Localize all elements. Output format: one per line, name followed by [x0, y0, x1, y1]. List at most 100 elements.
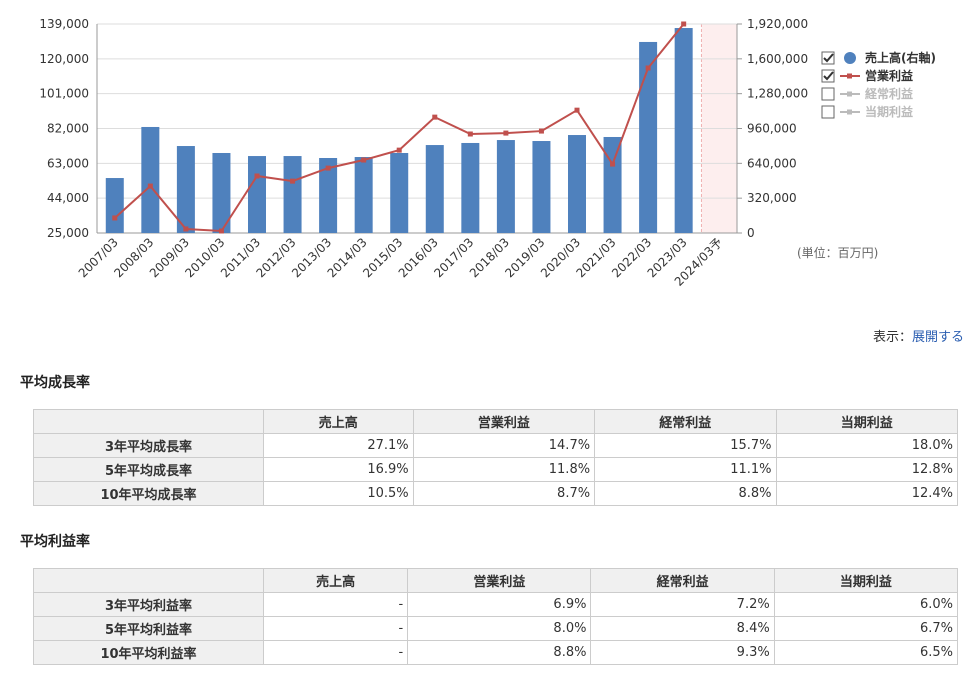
row: 10年平均成長率 10.5% 8.7% 8.8% 12.4% [33, 481, 959, 506]
section-title: 平均利益率 [20, 534, 90, 550]
y2-tick-label: 1,920,000 [747, 17, 808, 31]
display-toggle: 表示：展開する [873, 326, 964, 345]
bar [390, 152, 409, 233]
header-cell: 売上高 [262, 568, 409, 593]
y2-tick-label: 960,000 [747, 122, 797, 136]
y-tick-label: 139,000 [39, 17, 89, 31]
value-cell: 11.8% [412, 457, 596, 482]
line-point [325, 165, 331, 171]
row: 5年平均成長率 16.9% 11.8% 11.1% 12.8% [33, 457, 959, 482]
row: 5年平均利益率 -8.0% 8.4% 6.7% [33, 616, 959, 641]
legend-check [823, 53, 834, 63]
value-cell: 8.4% [590, 616, 775, 641]
y-tick-label: 82,000 [47, 122, 89, 136]
bar [461, 142, 480, 233]
value-cell: 10.5% [263, 481, 414, 506]
line-point [183, 226, 189, 232]
header-cell: 経常利益 [590, 568, 775, 593]
legend-item[interactable]: 経常利益 [821, 86, 913, 101]
y-tick-label: 25,000 [47, 226, 89, 240]
data-table: 売上高 営業利益 経常利益 当期利益 3年平均利益率 -6.9% 7.2% 6.0% 5年平均利… [33, 568, 959, 665]
header-row: 売上高 営業利益 経常利益 当期利益 [33, 568, 959, 593]
value-cell: 12.4% [775, 481, 959, 506]
row: 3年平均利益率 -6.9% 7.2% 6.0% [33, 592, 959, 617]
line-point [147, 183, 153, 189]
legend-label: 当期利益 [865, 104, 913, 119]
y-tick-label: 120,000 [39, 52, 89, 66]
value-cell: 8.7% [412, 481, 596, 506]
value-cell: 6.0% [773, 592, 959, 617]
row-label: 10年平均成長率 [33, 481, 264, 506]
bar [105, 178, 124, 233]
y2-tick-label: 1,600,000 [747, 52, 808, 66]
value-cell: - [262, 640, 409, 665]
value-cell: 12.8% [775, 457, 959, 482]
expand-link[interactable]: 展開する [911, 330, 964, 345]
bar [496, 140, 515, 233]
legend-item[interactable]: 売上高(右軸) [821, 50, 936, 65]
line-point [645, 65, 651, 71]
value-cell: 15.7% [594, 433, 777, 458]
value-cell: - [262, 616, 409, 641]
bar [568, 135, 586, 233]
row-label: 5年平均成長率 [33, 457, 264, 482]
bar [532, 141, 551, 233]
row: 10年平均利益率 -8.8% 9.3% 6.5% [33, 640, 959, 665]
value-cell: 11.1% [594, 457, 777, 482]
bar [639, 41, 658, 233]
legend-checkbox [821, 105, 835, 119]
y2-tick-label: 0 [747, 226, 755, 240]
row-label: 5年平均利益率 [33, 616, 264, 641]
header-cell: 売上高 [263, 409, 414, 434]
header-cell: 営業利益 [412, 409, 596, 434]
line-point [503, 130, 509, 136]
legend-item[interactable]: 営業利益 [821, 68, 913, 83]
bar [674, 28, 693, 233]
line-point [361, 157, 367, 163]
value-cell: 8.8% [594, 481, 777, 506]
value-cell: 7.2% [590, 592, 775, 617]
line-point [254, 173, 260, 179]
value-cell: 27.1% [263, 433, 414, 458]
header-cell: 当期利益 [775, 409, 959, 434]
bar [425, 145, 444, 233]
y-tick-label: 63,000 [47, 156, 89, 170]
value-cell: 16.9% [263, 457, 414, 482]
bar [212, 152, 231, 233]
legend-swatch [847, 91, 852, 97]
line-point [290, 178, 296, 184]
legend-item[interactable]: 当期利益 [821, 104, 913, 119]
value-cell: 6.9% [407, 592, 592, 617]
line-point [396, 147, 402, 153]
bar [141, 126, 160, 233]
bar [176, 146, 195, 233]
section-title: 平均成長率 [20, 375, 90, 391]
legend-swatch [844, 52, 856, 64]
value-cell: 9.3% [590, 640, 775, 665]
header-cell: 営業利益 [407, 568, 592, 593]
line-point [574, 107, 580, 113]
legend-checkbox [821, 87, 835, 101]
value-cell: 14.7% [412, 433, 596, 458]
value-cell: 6.7% [773, 616, 959, 641]
value-cell: 8.0% [407, 616, 592, 641]
display-label: 表示： [872, 330, 912, 345]
y-tick-label: 101,000 [39, 87, 89, 101]
data-table: 売上高 営業利益 経常利益 当期利益 3年平均成長率 27.1% 14.7% 15.7% 18.… [33, 409, 959, 506]
bar [283, 156, 302, 233]
line-point [610, 161, 616, 167]
row-label: 3年平均成長率 [33, 433, 264, 458]
legend-swatch [847, 109, 852, 115]
y2-tick-label: 320,000 [747, 191, 797, 205]
line-point [681, 21, 687, 27]
line-point [432, 114, 438, 120]
legend-swatch [847, 73, 852, 79]
header-row: 売上高 営業利益 経常利益 当期利益 [33, 409, 959, 434]
y2-tick-label: 640,000 [747, 156, 797, 170]
bar [248, 156, 266, 233]
value-cell: 6.5% [773, 640, 959, 665]
header-cell: 経常利益 [594, 409, 777, 434]
line-point [112, 215, 118, 221]
row-label: 3年平均利益率 [33, 592, 264, 617]
